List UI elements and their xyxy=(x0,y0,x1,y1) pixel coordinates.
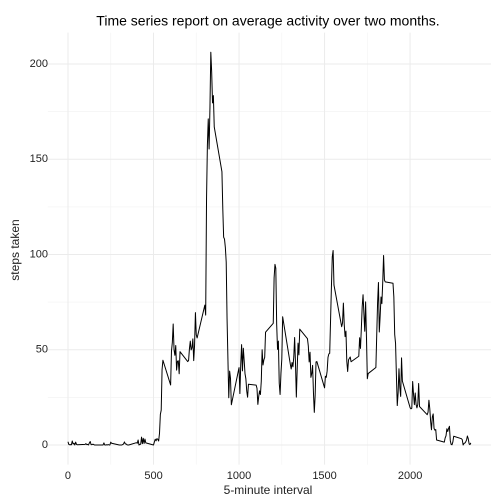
y-tick-label: 150 xyxy=(30,153,48,165)
x-axis-title: 5-minute interval xyxy=(224,483,313,497)
chart-title: Time series report on average activity o… xyxy=(96,13,439,29)
x-tick-label: 0 xyxy=(65,470,71,482)
y-tick-label: 200 xyxy=(30,58,48,70)
y-tick-label: 50 xyxy=(36,344,48,356)
y-axis-title: steps taken xyxy=(8,219,22,280)
x-tick-label: 1000 xyxy=(227,470,251,482)
x-tick-label: 500 xyxy=(144,470,162,482)
y-tick-label: 100 xyxy=(30,248,48,260)
x-tick-label: 2000 xyxy=(398,470,422,482)
line xyxy=(67,51,472,446)
x-tick-label: 1500 xyxy=(312,470,336,482)
y-tick-label: 0 xyxy=(42,439,48,451)
